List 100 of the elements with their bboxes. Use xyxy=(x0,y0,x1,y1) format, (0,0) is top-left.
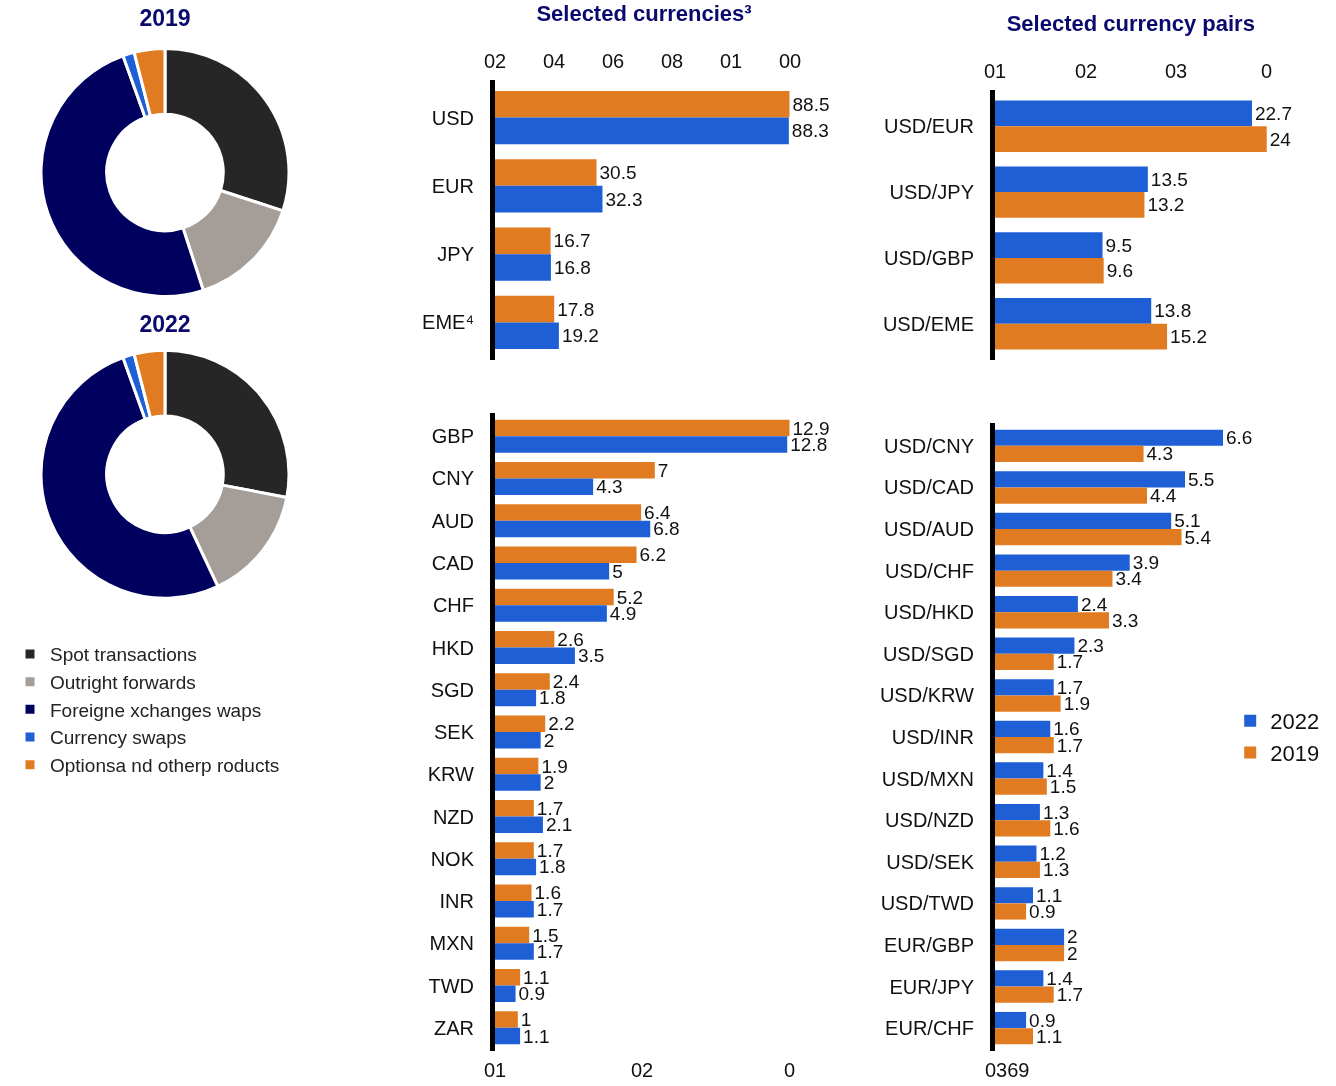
bar xyxy=(495,562,610,580)
bar xyxy=(995,100,1252,127)
data-label: 9.5 xyxy=(1105,234,1132,256)
legend-label: Currency swaps xyxy=(50,727,187,749)
y-tick-label: ZAR xyxy=(434,1016,474,1039)
text: 02 xyxy=(484,50,507,72)
legend-label: Spot transactions xyxy=(50,644,197,666)
y-tick-label: CNY xyxy=(431,467,474,490)
data-label: 30.5 xyxy=(599,162,637,184)
bar xyxy=(995,192,1145,218)
bar xyxy=(995,737,1054,754)
data-label: 9.6 xyxy=(1106,260,1134,282)
data-label: 5.5 xyxy=(1188,468,1215,490)
y-tick-label: AUD xyxy=(431,509,474,532)
bar xyxy=(995,986,1054,1003)
y-tick-label: USD/SEK xyxy=(886,850,975,873)
y-tick-label: EUR/GBP xyxy=(883,933,974,956)
bar xyxy=(495,295,555,323)
y-tick-label: USD/MXN xyxy=(881,767,974,790)
y-tick-label: USD/HKD xyxy=(883,601,974,624)
bar xyxy=(495,90,790,118)
text: 01 xyxy=(984,60,1007,82)
data-label: 1.7 xyxy=(1056,651,1084,673)
y-tick-label: CHF xyxy=(432,594,474,617)
data-label: 17.8 xyxy=(557,298,595,320)
y-tick-label: USD/INR xyxy=(891,726,974,748)
bar xyxy=(995,429,1223,446)
legend-label: Foreigne xchanges waps xyxy=(50,699,262,721)
bar xyxy=(495,800,534,817)
data-label: 88.5 xyxy=(792,93,830,115)
bar xyxy=(495,673,550,690)
bar xyxy=(495,985,516,1002)
y-tick-label: EUR xyxy=(431,174,474,197)
legend-label: 2022 xyxy=(1270,709,1320,735)
data-label: 4.3 xyxy=(1146,443,1173,465)
y-tick-label: HKD xyxy=(431,636,474,659)
bar xyxy=(495,901,534,918)
data-label: 88.3 xyxy=(791,120,829,142)
bar xyxy=(995,887,1033,904)
data-label: 3.4 xyxy=(1115,568,1143,590)
bar xyxy=(995,323,1168,350)
chart-title: Selected currency pairs xyxy=(1006,10,1255,36)
bar xyxy=(995,529,1182,546)
data-label: 24 xyxy=(1269,128,1292,150)
data-label: 0.9 xyxy=(1029,1009,1056,1031)
bar xyxy=(495,757,539,775)
y-tick-label: EUR/CHF xyxy=(885,1017,974,1040)
bar xyxy=(495,1027,521,1045)
y-tick-label: USD/EUR xyxy=(883,115,974,138)
bar xyxy=(995,695,1061,712)
bar xyxy=(995,257,1104,284)
data-label: 6.6 xyxy=(1226,427,1253,449)
y-tick-label: EME⁴ xyxy=(422,311,474,334)
data-label: 5 xyxy=(612,560,623,582)
text: 06 xyxy=(602,50,625,72)
bar xyxy=(495,943,534,960)
data-label: 1.8 xyxy=(539,687,566,709)
legend-label: Outright forwards xyxy=(50,672,196,694)
data-label: 13.8 xyxy=(1154,300,1192,322)
bar xyxy=(995,512,1172,530)
data-label: 1.9 xyxy=(541,755,568,777)
bar xyxy=(995,570,1113,587)
y-tick-label: NZD xyxy=(432,805,474,828)
bar xyxy=(995,778,1047,795)
bar xyxy=(995,928,1065,945)
y-tick-label: USD/CNY xyxy=(883,434,974,457)
text: 00 xyxy=(779,50,802,72)
data-label: 16.8 xyxy=(553,256,591,278)
bar xyxy=(495,504,642,521)
y-tick-label: USD/JPY xyxy=(889,181,974,204)
bar xyxy=(995,637,1075,654)
bar xyxy=(495,884,532,902)
bar xyxy=(495,732,541,749)
data-label: 15.2 xyxy=(1170,326,1208,348)
bar xyxy=(995,232,1103,258)
data-label: 22.7 xyxy=(1254,102,1292,124)
y-tick-label: USD/NZD xyxy=(885,809,974,832)
data-label: 4.3 xyxy=(596,476,623,498)
y-tick-label: CAD xyxy=(431,551,474,574)
bar xyxy=(495,715,546,732)
bar xyxy=(995,166,1148,193)
bar xyxy=(495,689,537,707)
bar xyxy=(995,1011,1027,1029)
bar xyxy=(495,159,597,186)
data-label: 2.4 xyxy=(1080,593,1108,615)
legend-label: Optionsa nd otherp roducts xyxy=(50,755,280,777)
bar xyxy=(995,845,1037,862)
text: 04 xyxy=(543,50,566,72)
bar xyxy=(495,858,537,876)
y-tick-label: USD/AUD xyxy=(883,518,974,541)
text: 0369 xyxy=(985,1059,1030,1081)
data-label: 1.3 xyxy=(1042,859,1070,881)
bar xyxy=(495,774,541,791)
bar xyxy=(495,520,651,538)
y-tick-label: USD xyxy=(431,106,474,129)
bar xyxy=(495,227,551,255)
bar xyxy=(495,969,521,986)
bar xyxy=(495,185,603,213)
data-label: 13.2 xyxy=(1147,194,1185,216)
chart-title: 2019 xyxy=(139,4,191,31)
